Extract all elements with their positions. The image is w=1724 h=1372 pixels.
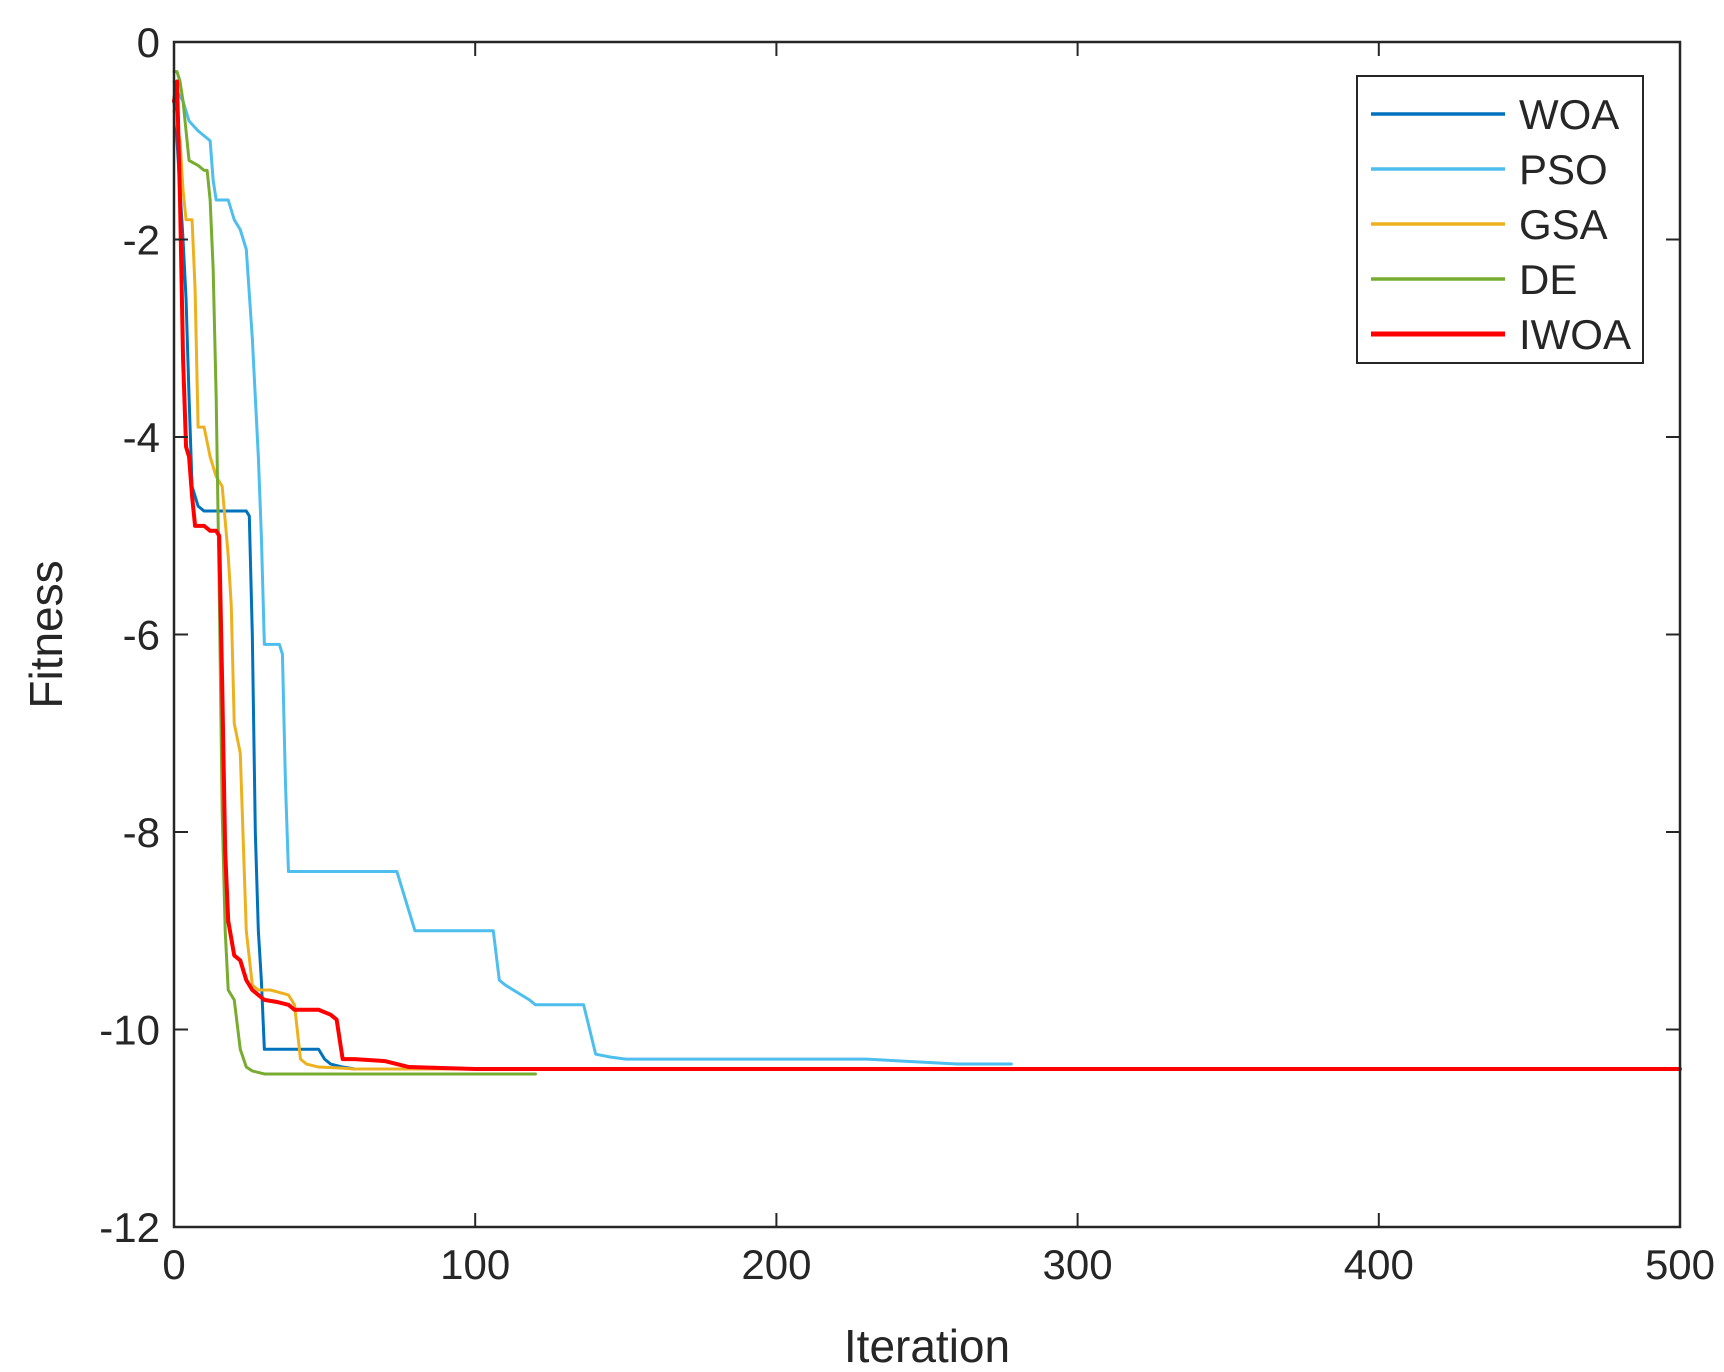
legend-label-gsa: GSA	[1519, 201, 1608, 248]
legend: WOA PSO GSA DE IWOA	[1356, 75, 1644, 364]
y-tick-label: -12	[99, 1204, 160, 1251]
legend-label-iwoa: IWOA	[1519, 311, 1631, 358]
x-tick-label: 100	[440, 1241, 510, 1288]
series-line-iwoa	[172, 79, 1682, 1071]
y-tick-label: -8	[123, 809, 160, 856]
legend-label-pso: PSO	[1519, 146, 1608, 193]
x-tick-label: 200	[741, 1241, 811, 1288]
y-tick-label: -2	[123, 217, 160, 264]
y-tick-label: -4	[123, 414, 160, 461]
ticks-layer: 0 100 200 300 400 500 0 -2 -4 -6 -8 -10 -12	[99, 19, 1715, 1288]
series-line-pso	[172, 80, 1013, 1066]
y-tick-label: -6	[123, 612, 160, 659]
series-layer	[172, 70, 1682, 1076]
x-tick-label: 400	[1344, 1241, 1414, 1288]
y-axis-label: Fitness	[20, 560, 72, 708]
series-line-gsa	[172, 109, 477, 1071]
legend-box	[1356, 75, 1644, 364]
x-tick-label: 500	[1645, 1241, 1715, 1288]
x-tick-label: 300	[1043, 1241, 1113, 1288]
legend-label-woa: WOA	[1519, 91, 1619, 138]
legend-label-de: DE	[1519, 256, 1577, 303]
x-axis-label: Iteration	[844, 1320, 1010, 1372]
x-tick-label: 0	[162, 1241, 185, 1288]
y-tick-label: -10	[99, 1007, 160, 1054]
y-tick-label: 0	[137, 19, 160, 66]
